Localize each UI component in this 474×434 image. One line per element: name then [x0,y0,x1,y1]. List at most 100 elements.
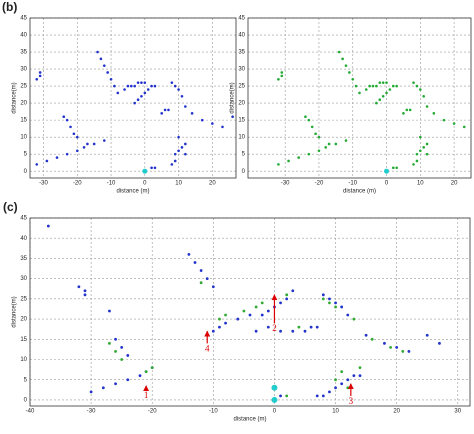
x-axis-label: distance (m) [233,417,266,423]
point [291,289,295,293]
point [375,101,378,105]
point [221,125,224,129]
point [35,77,39,81]
point [462,125,466,129]
point [334,301,337,305]
point [120,358,124,361]
point [370,337,374,341]
point [452,122,456,125]
point [153,166,157,170]
point [163,108,167,112]
point [285,297,289,301]
point [401,350,405,353]
y-axis-label: distance(m) [230,82,236,113]
point [337,50,341,54]
point [277,77,280,81]
point [334,142,338,146]
point [170,163,174,166]
plot-frame [247,17,472,179]
point [425,152,429,156]
x-tick-label: 0 [143,181,147,187]
y-tick-label: 20 [20,317,27,323]
point [150,366,154,369]
x-tick-label: -10 [107,181,116,187]
point [120,345,124,349]
point [425,142,429,146]
x-tick-label: -30 [87,409,96,415]
point [383,341,386,345]
point [341,57,344,61]
y-tick-label: 5 [24,152,28,158]
point [177,88,180,91]
point [108,341,111,345]
point [211,122,214,125]
x-tick-label: -30 [281,181,290,187]
x-tick-label: 0 [273,409,277,415]
point [173,84,177,88]
point [224,321,227,325]
point [83,289,87,293]
point [146,88,150,91]
x-axis-label: distance (m) [343,189,376,195]
point [291,329,295,333]
point [108,309,111,313]
point [101,386,105,390]
point [130,84,133,88]
point [184,152,187,156]
point [328,301,331,305]
y-tick-label: 35 [238,50,245,56]
x-tick-label: 30 [454,409,461,415]
point [180,94,184,98]
y-axis-label: distance(m) [12,296,18,327]
point [385,81,388,84]
point [133,101,136,105]
point [321,297,325,301]
point [143,81,147,84]
point [385,91,388,95]
point [346,313,350,317]
point [187,252,191,256]
point [55,156,59,159]
point [415,152,419,156]
point [126,84,130,88]
point [381,81,385,84]
point [405,108,409,112]
point [46,224,50,228]
y-tick-label: 35 [20,256,27,262]
y-tick-label: 45 [20,216,27,222]
y-tick-label: 30 [20,67,27,73]
y-tick-label: 35 [20,50,27,56]
point [388,88,392,91]
point [425,105,429,108]
point [334,386,337,390]
point [334,378,337,382]
point [340,305,344,309]
x-tick-label: 0 [385,181,389,187]
annotation-label: 2 [272,323,277,333]
annotation-label: 1 [144,390,149,400]
point [321,394,325,398]
y-tick-label: 45 [238,16,245,22]
x-tick-label: -30 [39,181,48,187]
point [340,370,344,374]
point [438,341,441,345]
point [389,345,392,349]
point [303,329,307,333]
point [384,168,390,174]
point [65,152,69,156]
point [138,374,142,378]
point [346,386,350,390]
y-tick-label: 10 [238,135,245,141]
point [351,77,355,81]
point [408,108,412,112]
point [153,84,157,88]
point [358,374,362,378]
plot-frame [29,217,471,407]
point [211,329,215,333]
y-tick-label: 0 [242,169,246,175]
y-tick-label: 25 [20,84,27,90]
x-tick-label: -10 [348,181,357,187]
point [38,74,42,78]
point [358,91,361,95]
point [279,394,282,398]
